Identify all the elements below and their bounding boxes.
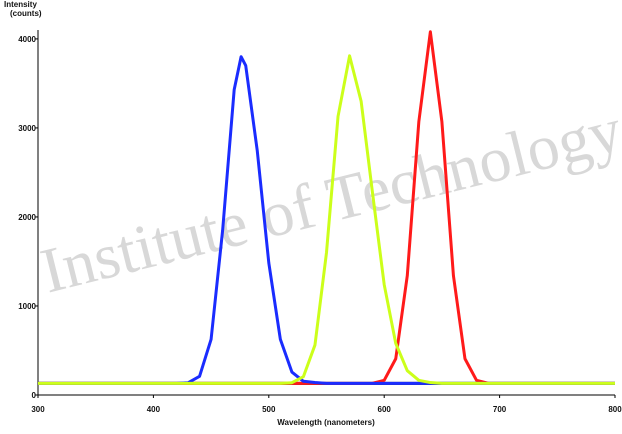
y-axis-label: Intensity <box>4 0 37 9</box>
x-tick-label: 800 <box>608 405 622 414</box>
y-axis-label: (counts) <box>10 9 42 18</box>
spectrum-line <box>38 54 615 385</box>
watermark: Institute of Technology La <box>34 73 622 306</box>
y-tick-label: 4000 <box>18 35 36 44</box>
x-tick-label: 400 <box>147 405 161 414</box>
y-tick-label: 3000 <box>18 124 36 133</box>
x-tick-label: 500 <box>262 405 276 414</box>
y-tick-label: 0 <box>32 391 37 400</box>
x-tick-label: 600 <box>378 405 392 414</box>
y-tick-label: 2000 <box>18 213 36 222</box>
x-axis-label: Wavelength (nanometers) <box>277 418 375 427</box>
x-tick-label: 300 <box>31 405 45 414</box>
x-tick-label: 700 <box>493 405 507 414</box>
y-tick-label: 1000 <box>18 302 36 311</box>
